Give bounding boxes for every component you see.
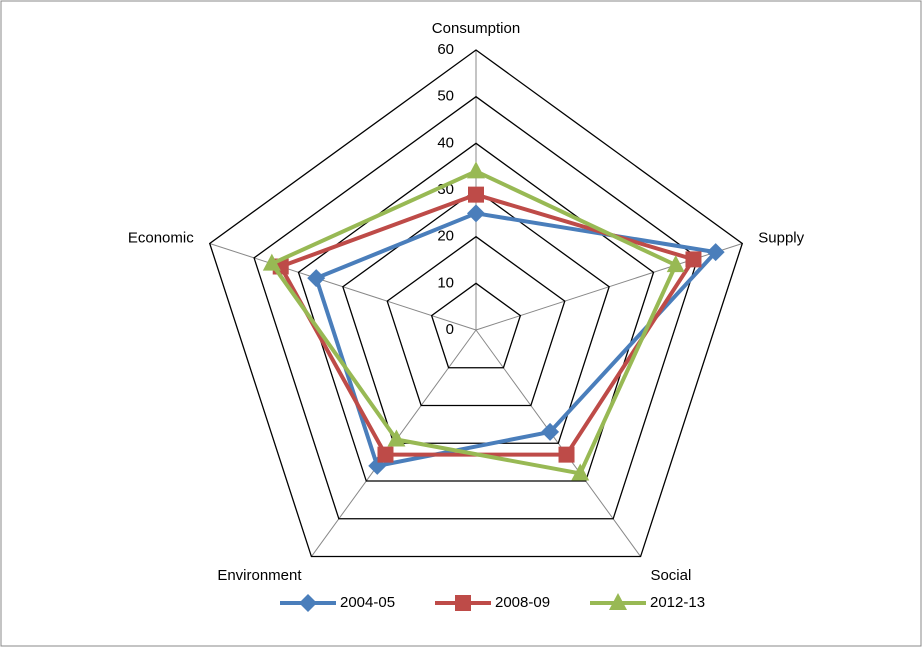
- category-label: Environment: [217, 567, 302, 584]
- grid-ring: [253, 95, 699, 520]
- marker: [685, 251, 702, 268]
- marker: [299, 594, 317, 612]
- grid-ring: [208, 49, 744, 558]
- r-tick-label: 10: [437, 274, 454, 291]
- series-line: [269, 169, 678, 476]
- marker: [467, 161, 485, 179]
- r-tick-label: 50: [437, 88, 454, 105]
- legend-label: 2012-13: [650, 594, 705, 611]
- marker: [541, 422, 560, 441]
- grid-ring: [342, 189, 610, 444]
- marker: [387, 429, 406, 447]
- marker: [666, 255, 685, 273]
- grid-ring: [386, 235, 566, 407]
- marker: [706, 243, 725, 262]
- category-label: Supply: [758, 229, 804, 246]
- marker: [455, 595, 471, 611]
- marker: [307, 269, 326, 288]
- marker: [467, 204, 485, 223]
- category-label: Social: [650, 567, 691, 584]
- legend-label: 2004-05: [340, 594, 395, 611]
- marker: [571, 463, 590, 481]
- marker: [262, 253, 281, 271]
- category-label: Consumption: [432, 20, 520, 37]
- grid-ring: [430, 282, 522, 369]
- series-line: [314, 211, 718, 468]
- marker: [377, 446, 394, 463]
- r-tick-label: 40: [437, 134, 454, 151]
- legend-label: 2008-09: [495, 594, 550, 611]
- category-label: Economic: [128, 229, 194, 246]
- marker: [558, 446, 575, 463]
- r-tick-label: 20: [437, 228, 454, 245]
- marker: [609, 593, 627, 610]
- marker: [468, 186, 484, 203]
- r-tick-label: 60: [437, 41, 454, 58]
- r-tick-label: 0: [446, 321, 454, 338]
